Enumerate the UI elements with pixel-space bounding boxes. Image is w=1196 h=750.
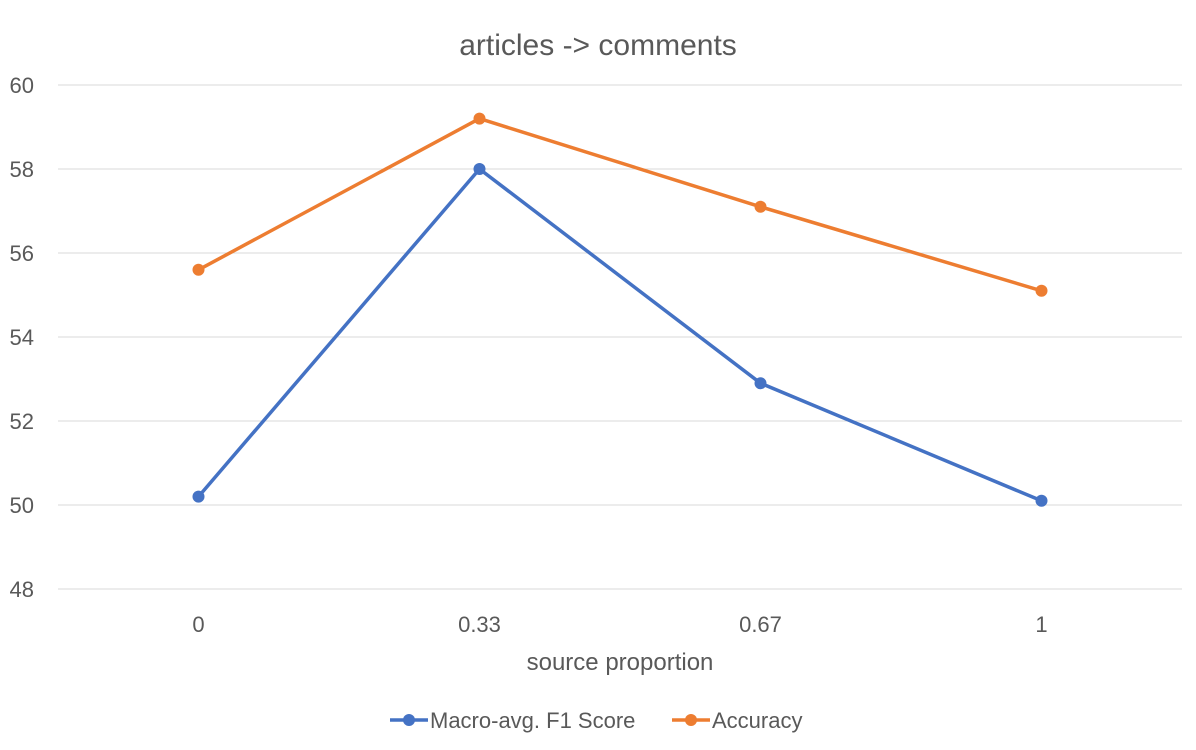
data-point — [1035, 494, 1048, 507]
y-tick-label: 54 — [10, 325, 34, 350]
data-point — [192, 263, 205, 276]
x-tick-label: 0.67 — [739, 612, 782, 637]
y-tick-label: 56 — [10, 241, 34, 266]
legend-marker-0 — [403, 714, 415, 726]
y-tick-label: 48 — [10, 577, 34, 602]
legend-label: Macro-avg. F1 Score — [430, 708, 635, 733]
series-line-0 — [197, 167, 1043, 503]
y-tick-label: 60 — [10, 73, 34, 98]
legend-marker-1 — [685, 714, 697, 726]
data-point — [473, 163, 486, 175]
series-line-1 — [197, 116, 1043, 293]
legend-label: Accuracy — [712, 708, 802, 733]
data-point — [473, 112, 486, 125]
data-point — [192, 490, 205, 503]
x-tick-label: 0 — [192, 612, 204, 637]
y-tick-label: 52 — [10, 409, 34, 434]
chart-title: articles -> comments — [459, 29, 737, 62]
x-tick-label: 0.33 — [458, 612, 501, 637]
data-point — [754, 200, 767, 213]
data-point — [1035, 284, 1048, 297]
data-point — [754, 377, 767, 390]
y-tick-label: 50 — [10, 493, 34, 518]
x-tick-label: 1 — [1035, 612, 1047, 637]
x-axis-label: source proportion — [527, 649, 714, 676]
y-tick-label: 58 — [10, 157, 34, 182]
